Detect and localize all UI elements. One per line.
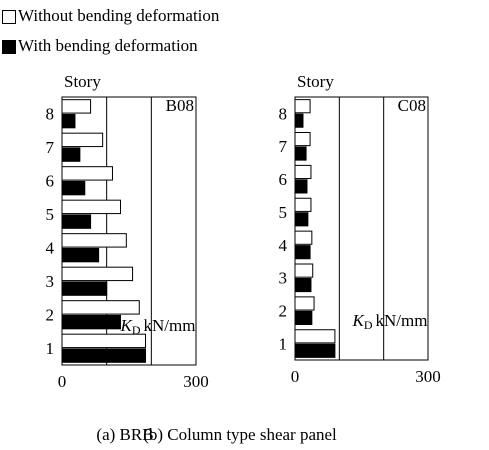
caption: (b) Column type shear panel [143, 425, 337, 444]
bar [61, 180, 86, 196]
y-tick-label: 1 [279, 334, 288, 353]
bar [61, 266, 134, 282]
legend-label: Without bending deformation [18, 6, 220, 25]
bar [294, 230, 313, 245]
y-tick-label: 7 [46, 138, 55, 157]
bar [294, 179, 308, 194]
y-tick-label: 1 [46, 339, 55, 358]
legend-label: With bending deformation [18, 36, 198, 55]
panel-label: B08 [166, 96, 194, 115]
bar [294, 343, 336, 358]
bar [61, 247, 100, 263]
y-tick-label: 4 [279, 236, 288, 255]
y-tick-label: 8 [46, 105, 55, 124]
x-tick-label: 300 [183, 372, 209, 391]
y-tick-label: 6 [279, 170, 288, 189]
bar [294, 164, 312, 180]
panel-label: C08 [398, 96, 426, 115]
y-tick-label: 7 [279, 137, 288, 156]
bar [294, 277, 312, 293]
x-axis-label-unit: kN/mm [376, 311, 428, 330]
caption: (a) BRB [96, 425, 153, 444]
bar [61, 113, 76, 129]
y-tick-label: 2 [279, 302, 288, 321]
y-tick-label: 3 [46, 272, 55, 291]
bar [294, 212, 309, 227]
bar [61, 300, 140, 315]
legend-swatch [2, 10, 16, 24]
x-axis-label: KD kN/mm [120, 316, 196, 337]
bar [61, 333, 147, 349]
bar [294, 99, 311, 114]
bar [61, 233, 127, 248]
bar [294, 310, 313, 325]
x-axis-label-unit: kN/mm [144, 316, 196, 335]
y-tick-label: 6 [46, 172, 55, 191]
bar [294, 132, 311, 147]
bar [294, 113, 304, 128]
x-axis-label-symbol: K [120, 316, 134, 335]
x-axis-label-subscript: D [364, 318, 373, 332]
plot-frame [294, 96, 429, 361]
y-tick-label: 2 [46, 306, 55, 325]
bar [294, 296, 315, 311]
y-axis-label: Story [297, 72, 334, 91]
bar [61, 99, 92, 114]
bar [294, 263, 314, 278]
x-tick-label: 0 [58, 372, 67, 391]
bar [61, 348, 147, 363]
bar [61, 314, 122, 330]
y-axis-label: Story [64, 72, 101, 91]
x-tick-label: 300 [415, 367, 441, 386]
bar [294, 329, 336, 344]
x-tick-label: 0 [291, 367, 300, 386]
bar [61, 147, 81, 162]
bar [61, 281, 108, 296]
y-tick-label: 5 [46, 205, 55, 224]
bar [61, 132, 104, 148]
plot-frame [61, 96, 197, 366]
bar [61, 166, 113, 181]
y-tick-label: 4 [46, 239, 55, 258]
bar [61, 214, 92, 229]
y-tick-label: 8 [279, 104, 288, 123]
x-axis-label-subscript: D [132, 323, 141, 337]
bar [294, 146, 307, 161]
x-axis-label-symbol: K [352, 311, 366, 330]
bar [294, 245, 311, 260]
x-axis-label: KD kN/mm [352, 311, 428, 332]
y-tick-label: 5 [279, 203, 288, 222]
y-tick-label: 3 [279, 269, 288, 288]
bar [61, 199, 122, 215]
bar [294, 197, 312, 212]
legend-swatch [2, 40, 16, 54]
